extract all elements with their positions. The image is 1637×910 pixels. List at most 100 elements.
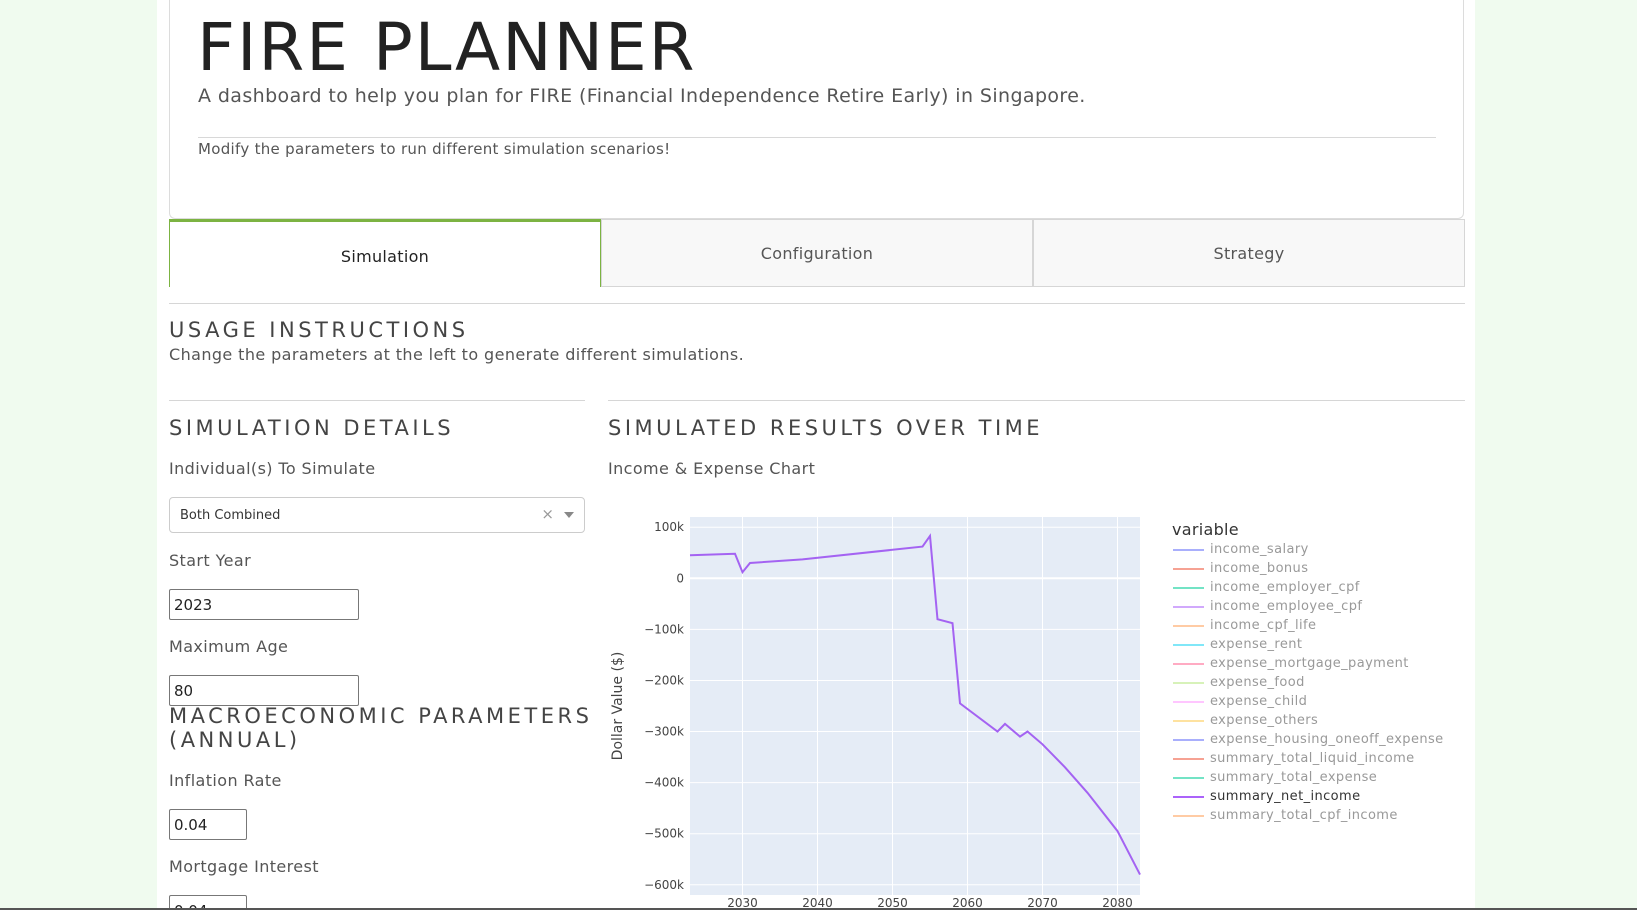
results-divider	[608, 400, 1465, 401]
legend-label: summary_total_liquid_income	[1210, 751, 1415, 766]
details-divider	[169, 400, 585, 401]
inflation-label: Inflation Rate	[169, 771, 282, 790]
window-bottom-edge	[0, 908, 1637, 910]
legend-item[interactable]: income_employee_cpf	[1173, 597, 1444, 616]
legend-swatch	[1173, 814, 1204, 817]
max-age-label: Maximum Age	[169, 637, 289, 656]
chart-svg: 2030 2040 2050 2060 2070 2080 100k 0 −100k −200k −…	[610, 517, 1141, 910]
individuals-label: Individual(s) To Simulate	[169, 459, 376, 478]
legend-title: variable	[1172, 520, 1239, 539]
legend-label: summary_total_cpf_income	[1210, 808, 1398, 823]
mortgage-label: Mortgage Interest	[169, 857, 319, 876]
legend-swatch	[1173, 738, 1204, 741]
legend-swatch	[1173, 548, 1204, 551]
legend-label: expense_food	[1210, 675, 1305, 690]
tab-strategy[interactable]: Strategy	[1033, 219, 1465, 287]
series-line-summary-net-income[interactable]	[689, 533, 1141, 876]
x-tick-label: 2040	[802, 896, 833, 910]
legend-item[interactable]: summary_total_expense	[1173, 768, 1444, 787]
legend-label: expense_housing_oneoff_expense	[1210, 732, 1444, 747]
legend-item[interactable]: expense_rent	[1173, 635, 1444, 654]
legend-swatch	[1173, 643, 1204, 646]
header-hint: Modify the parameters to run different s…	[198, 140, 671, 158]
x-tick-label: 2030	[727, 896, 758, 910]
legend-label: income_salary	[1210, 542, 1309, 557]
macro-title-line1: MACROECONOMIC PARAMETERS	[169, 704, 593, 728]
header-card: FIRE PLANNER A dashboard to help you pla…	[169, 0, 1464, 219]
legend-item[interactable]: income_cpf_life	[1173, 616, 1444, 635]
y-axis-title: Dollar Value ($)	[610, 652, 626, 761]
legend-label: income_bonus	[1210, 561, 1309, 576]
legend-item[interactable]: expense_others	[1173, 711, 1444, 730]
header-divider	[198, 137, 1436, 138]
tab-bar: Simulation Configuration Strategy	[169, 219, 1465, 287]
chart-label: Income & Expense Chart	[608, 459, 816, 478]
chart-legend: income_salary income_bonus income_employer…	[1173, 540, 1444, 825]
individuals-select[interactable]: Both Combined ×	[169, 497, 585, 533]
y-tick-label: 0	[676, 571, 684, 585]
start-year-label: Start Year	[169, 551, 252, 570]
legend-item[interactable]: income_salary	[1173, 540, 1444, 559]
legend-swatch	[1173, 757, 1204, 760]
section-divider	[169, 303, 1465, 304]
y-tick-label: −100k	[644, 622, 684, 636]
x-tick-label: 2080	[1102, 896, 1133, 910]
x-tick-label: 2070	[1027, 896, 1058, 910]
legend-item[interactable]: expense_housing_oneoff_expense	[1173, 730, 1444, 749]
inflation-input[interactable]	[169, 809, 247, 840]
legend-label: income_employer_cpf	[1210, 580, 1360, 595]
legend-item[interactable]: summary_total_liquid_income	[1173, 749, 1444, 768]
plot-background	[690, 517, 1140, 895]
legend-swatch	[1173, 776, 1204, 779]
details-title: SIMULATION DETAILS	[169, 416, 455, 440]
max-age-input[interactable]	[169, 675, 359, 706]
results-title: SIMULATED RESULTS OVER TIME	[608, 416, 1044, 440]
chevron-down-icon[interactable]	[564, 512, 574, 518]
clear-icon[interactable]: ×	[541, 505, 554, 523]
legend-swatch	[1173, 624, 1204, 627]
tab-configuration[interactable]: Configuration	[601, 219, 1033, 287]
y-tick-label: 100k	[654, 520, 684, 534]
legend-swatch	[1173, 662, 1204, 665]
y-tick-label: −600k	[644, 878, 684, 892]
legend-swatch	[1173, 719, 1204, 722]
usage-text: Change the parameters at the left to gen…	[169, 345, 745, 364]
legend-swatch	[1173, 700, 1204, 703]
legend-label: expense_others	[1210, 713, 1319, 728]
tab-simulation[interactable]: Simulation	[169, 219, 601, 287]
usage-title: USAGE INSTRUCTIONS	[169, 318, 469, 342]
app-title: FIRE PLANNER	[197, 9, 697, 86]
legend-item[interactable]: expense_mortgage_payment	[1173, 654, 1444, 673]
legend-label: expense_mortgage_payment	[1210, 656, 1409, 671]
legend-item[interactable]: summary_net_income	[1173, 787, 1444, 806]
legend-item[interactable]: expense_food	[1173, 673, 1444, 692]
income-expense-chart: 2030 2040 2050 2060 2070 2080 100k 0 −100k −200k −…	[606, 505, 1466, 910]
legend-swatch	[1173, 605, 1204, 608]
legend-item[interactable]: summary_total_cpf_income	[1173, 806, 1444, 825]
app-subtitle: A dashboard to help you plan for FIRE (F…	[198, 85, 1086, 107]
legend-label: expense_rent	[1210, 637, 1303, 652]
legend-item[interactable]: income_bonus	[1173, 559, 1444, 578]
macro-title-line2: (ANNUAL)	[169, 728, 301, 752]
legend-item[interactable]: expense_child	[1173, 692, 1444, 711]
y-tick-label: −500k	[644, 827, 684, 841]
legend-swatch	[1173, 586, 1204, 589]
mortgage-input[interactable]	[169, 895, 247, 910]
y-tick-label: −300k	[644, 725, 684, 739]
x-tick-label: 2050	[877, 896, 908, 910]
legend-item[interactable]: income_employer_cpf	[1173, 578, 1444, 597]
legend-swatch	[1173, 795, 1204, 798]
y-tick-label: −200k	[644, 673, 684, 687]
legend-label: income_cpf_life	[1210, 618, 1317, 633]
legend-label: summary_total_expense	[1210, 770, 1378, 785]
legend-swatch	[1173, 681, 1204, 684]
x-tick-label: 2060	[952, 896, 983, 910]
legend-label: income_employee_cpf	[1210, 599, 1363, 614]
start-year-input[interactable]	[169, 589, 359, 620]
individuals-selected-value: Both Combined	[180, 507, 281, 523]
y-tick-label: −400k	[644, 776, 684, 790]
legend-label: expense_child	[1210, 694, 1308, 709]
legend-label: summary_net_income	[1210, 789, 1361, 804]
page-container: FIRE PLANNER A dashboard to help you pla…	[157, 0, 1475, 910]
legend-swatch	[1173, 567, 1204, 570]
